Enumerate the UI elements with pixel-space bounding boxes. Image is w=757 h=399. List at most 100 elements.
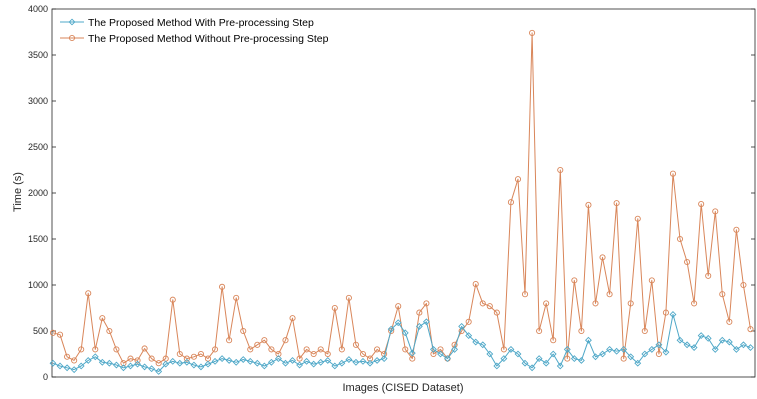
data-point (402, 346, 409, 353)
data-point (556, 362, 564, 370)
data-point (113, 346, 120, 353)
data-point (324, 350, 331, 358)
legend: The Proposed Method With Pre-processing … (56, 12, 346, 48)
data-point (211, 346, 219, 353)
data-point (190, 361, 198, 369)
data-point (84, 357, 92, 364)
data-point (684, 258, 691, 266)
data-point (388, 327, 395, 335)
data-point (718, 336, 726, 344)
data-point (317, 346, 324, 353)
data-point (366, 355, 374, 362)
data-point (514, 350, 522, 358)
data-point (634, 215, 641, 222)
data-point (585, 336, 592, 344)
data-point (218, 355, 226, 363)
data-point (655, 341, 663, 349)
data-point (669, 170, 677, 177)
data-point (571, 277, 578, 284)
data-point (733, 226, 740, 233)
data-point (563, 345, 571, 353)
data-point (78, 346, 85, 353)
data-point (493, 362, 501, 370)
series-with-preprocessing (49, 311, 754, 375)
data-point (465, 318, 472, 325)
data-point (197, 350, 204, 358)
data-point (183, 358, 191, 366)
data-point (465, 332, 473, 340)
axes-frame (51, 8, 756, 378)
data-point (550, 337, 557, 344)
data-point (324, 357, 332, 364)
data-point (366, 359, 374, 367)
data-point (169, 357, 177, 365)
data-point (542, 359, 550, 367)
y-tick-label: 1500 (28, 234, 48, 244)
data-point (127, 362, 134, 370)
data-point (627, 300, 634, 307)
data-point (374, 346, 381, 353)
data-point (486, 303, 493, 310)
data-point (599, 350, 606, 358)
data-point (479, 341, 487, 349)
data-point (204, 360, 212, 368)
data-point (232, 358, 240, 366)
data-point (127, 355, 134, 362)
data-point (648, 345, 656, 353)
data-point (380, 355, 388, 363)
data-point (120, 360, 127, 367)
data-point (655, 350, 662, 358)
data-point (592, 353, 599, 361)
data-point (458, 327, 465, 335)
data-point (578, 327, 585, 335)
data-point (543, 300, 550, 307)
data-point (430, 350, 437, 358)
data-point (472, 338, 480, 346)
data-point (338, 346, 345, 353)
series-line (52, 32, 751, 364)
data-point (345, 294, 352, 301)
legend-entry-without-preprocessing: The Proposed Method Without Pre-processi… (60, 33, 329, 45)
data-point (683, 341, 691, 349)
data-point (155, 360, 162, 367)
data-point (451, 345, 459, 353)
data-point (423, 300, 430, 307)
data-point (71, 357, 78, 364)
y-axis-ticks: 0 500 1000 1500 2000 2500 3000 3500 4000 (28, 4, 755, 382)
data-point (49, 329, 57, 336)
data-point (535, 355, 543, 363)
data-point (549, 350, 557, 358)
data-point (500, 346, 507, 353)
data-point (211, 357, 219, 365)
data-point (226, 337, 233, 344)
data-point (70, 366, 78, 374)
data-point (190, 353, 197, 360)
data-point (183, 355, 190, 362)
data-point (64, 353, 71, 360)
data-point (352, 358, 360, 366)
data-point (148, 355, 155, 362)
data-point (739, 341, 747, 349)
data-point (296, 361, 304, 369)
data-point (641, 350, 649, 358)
data-point (641, 327, 648, 335)
data-point (557, 166, 564, 174)
data-point (662, 309, 669, 316)
data-point (359, 350, 367, 358)
data-point (437, 346, 444, 353)
data-point (197, 363, 205, 371)
data-point (345, 356, 353, 363)
data-point (176, 350, 183, 358)
data-point (63, 364, 71, 372)
y-tick-label: 3500 (28, 50, 48, 60)
data-point (105, 359, 113, 367)
data-point (77, 362, 85, 370)
data-point (725, 338, 733, 346)
data-point (521, 291, 529, 298)
data-point (507, 345, 515, 353)
data-point (747, 344, 754, 351)
data-point (704, 334, 712, 342)
y-tick-label: 500 (33, 326, 48, 336)
data-point (613, 347, 621, 355)
data-point (282, 359, 289, 367)
